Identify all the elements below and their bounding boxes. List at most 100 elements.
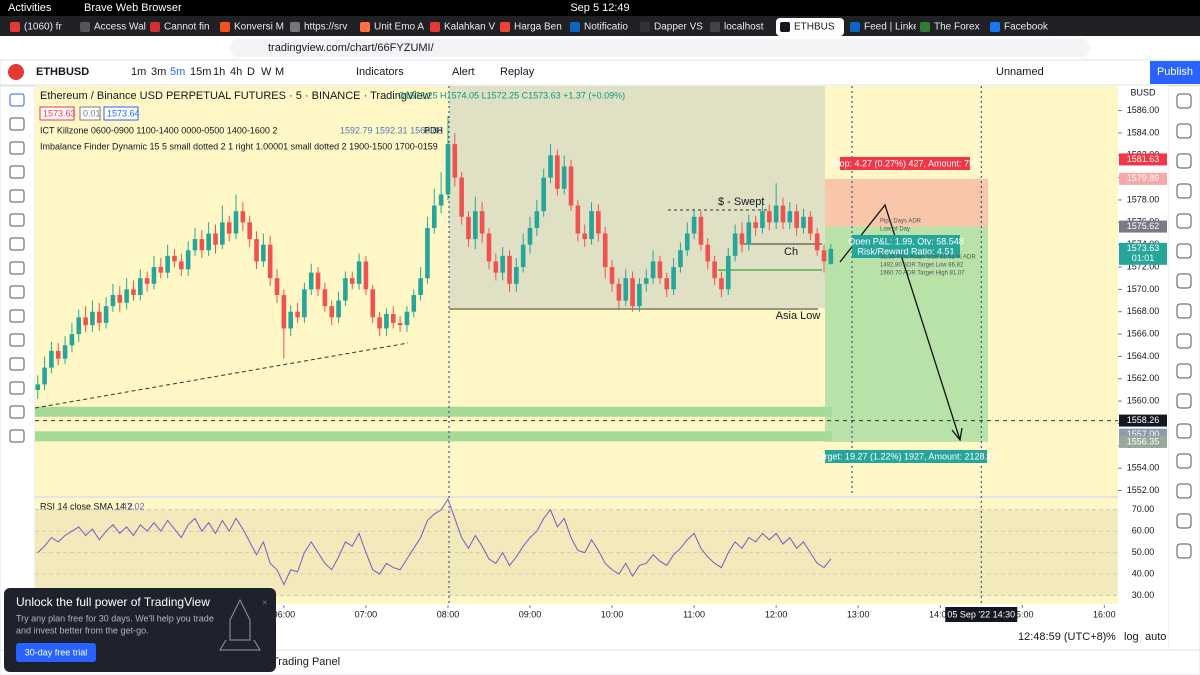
symbol[interactable]: ETHBUSD	[36, 66, 89, 78]
tab[interactable]	[426, 18, 494, 36]
tool-icon[interactable]	[9, 93, 25, 107]
url[interactable]: tradingview.com/chart/66FYZUMI/	[268, 42, 435, 54]
tab[interactable]	[76, 18, 144, 36]
interval[interactable]: W	[261, 66, 272, 78]
alert-button[interactable]: Alert	[452, 66, 475, 78]
tab[interactable]	[566, 18, 634, 36]
tool-icon[interactable]	[9, 213, 25, 227]
interval[interactable]: 1h	[213, 66, 225, 78]
sidebar-icon[interactable]	[1176, 333, 1192, 349]
tab[interactable]	[356, 18, 424, 36]
tool-icon[interactable]	[9, 261, 25, 275]
tab[interactable]	[776, 18, 844, 36]
sidebar-icon[interactable]	[1176, 213, 1192, 229]
tool-icon[interactable]	[9, 405, 25, 419]
tool-icon[interactable]	[9, 117, 25, 131]
sidebar-icon[interactable]	[1176, 273, 1192, 289]
tool-icon[interactable]	[9, 141, 25, 155]
interval[interactable]: D	[247, 66, 255, 78]
tab[interactable]	[636, 18, 704, 36]
tab-title[interactable]: https://srv	[304, 22, 347, 33]
tool-icon[interactable]	[9, 357, 25, 371]
tab-title[interactable]: Harga Ben	[514, 22, 562, 33]
avatar[interactable]	[8, 64, 24, 80]
tab[interactable]	[916, 18, 984, 36]
trial-label[interactable]: 30-day free trial	[25, 647, 88, 657]
activities[interactable]: Activities	[8, 2, 52, 14]
tool-icon[interactable]	[9, 309, 25, 323]
interval[interactable]: M	[275, 66, 284, 78]
sidebar-icon[interactable]	[1176, 363, 1192, 379]
tool-icon[interactable]	[9, 333, 25, 347]
tab-title[interactable]: Kalahkan V	[444, 22, 495, 33]
sidebar-icon[interactable]	[1176, 243, 1192, 259]
tab[interactable]	[6, 18, 74, 36]
x-tick-label: 08:00	[437, 609, 460, 619]
sidebar-icon[interactable]	[1176, 453, 1192, 469]
tab-title[interactable]: Cannot fin	[164, 22, 210, 33]
tab-title[interactable]: localhost	[724, 22, 764, 33]
percent-toggle[interactable]: %	[1106, 631, 1116, 643]
tab[interactable]	[846, 18, 914, 36]
candle-body	[445, 144, 451, 195]
tab-title[interactable]: Dapper VS	[654, 22, 703, 33]
tab[interactable]	[706, 18, 774, 36]
sidebar-icon[interactable]	[1176, 153, 1192, 169]
tab-title[interactable]: (1060) fr	[24, 22, 62, 33]
sidebar-icon[interactable]	[1176, 303, 1192, 319]
app-name[interactable]: Brave Web Browser	[84, 2, 182, 14]
tool-icon[interactable]	[9, 429, 25, 443]
publish-label[interactable]: Publish	[1157, 66, 1193, 78]
interval[interactable]: 4h	[230, 66, 242, 78]
tool-icon[interactable]	[9, 285, 25, 299]
tab-title[interactable]: Access Wal	[94, 22, 146, 33]
tab-title[interactable]: The Forex	[934, 22, 980, 33]
tool-icon[interactable]	[9, 381, 25, 395]
candle-body	[561, 166, 567, 189]
replay-button[interactable]: Replay	[500, 66, 535, 78]
tool-icon[interactable]	[9, 165, 25, 179]
tab-title[interactable]: Konversi M	[234, 22, 284, 33]
sidebar-icon[interactable]	[1176, 93, 1192, 109]
tab[interactable]	[986, 18, 1054, 36]
tab[interactable]	[286, 18, 354, 36]
tab[interactable]	[496, 18, 564, 36]
close-x[interactable]: ×	[262, 597, 267, 607]
log-toggle[interactable]: log	[1124, 631, 1139, 643]
x-tick-label: 06:00	[273, 609, 296, 619]
interval[interactable]: 5m	[170, 66, 185, 78]
candle-body	[691, 216, 697, 234]
interval[interactable]: 3m	[151, 66, 166, 78]
auto-toggle[interactable]: auto	[1145, 631, 1166, 643]
publish-button[interactable]	[1150, 61, 1200, 84]
intervals: 1m 3m 5m 15m 1h 4h D W M	[131, 66, 284, 78]
tab-title[interactable]: Notificatio	[584, 22, 628, 33]
url-field[interactable]	[230, 39, 1090, 57]
sidebar-icon[interactable]	[1176, 513, 1192, 529]
tab-title[interactable]: ETHBUS	[794, 22, 835, 33]
candle-body	[425, 227, 430, 279]
sidebar-icon[interactable]	[1176, 393, 1192, 409]
interval[interactable]: 1m	[131, 66, 146, 78]
sidebar-icon[interactable]	[1176, 543, 1192, 559]
tab[interactable]	[216, 18, 284, 36]
tab-icon	[80, 22, 90, 32]
sidebar-icon[interactable]	[1176, 123, 1192, 139]
interval[interactable]: 15m	[190, 66, 211, 78]
candle-body	[725, 255, 731, 290]
indicators-button[interactable]: Indicators	[356, 66, 404, 78]
sidebar-icon[interactable]	[1176, 483, 1192, 499]
tab-title[interactable]: Feed | Linke	[864, 22, 919, 33]
sidebar-icon[interactable]	[1176, 423, 1192, 439]
sidebar-icon[interactable]	[1176, 183, 1192, 199]
trial-button[interactable]	[16, 643, 96, 662]
tab-title[interactable]: Unit Emo A	[374, 22, 424, 33]
trading-panel[interactable]: Trading Panel	[272, 656, 340, 668]
clock[interactable]: Sep 5 12:49	[570, 2, 629, 14]
tab-title[interactable]: Facebook	[1004, 22, 1049, 33]
tool-icon[interactable]	[9, 189, 25, 203]
tab[interactable]	[146, 18, 214, 36]
tool-icon[interactable]	[9, 237, 25, 251]
layout-name[interactable]: Unnamed	[996, 66, 1044, 78]
candle-body	[377, 317, 382, 329]
